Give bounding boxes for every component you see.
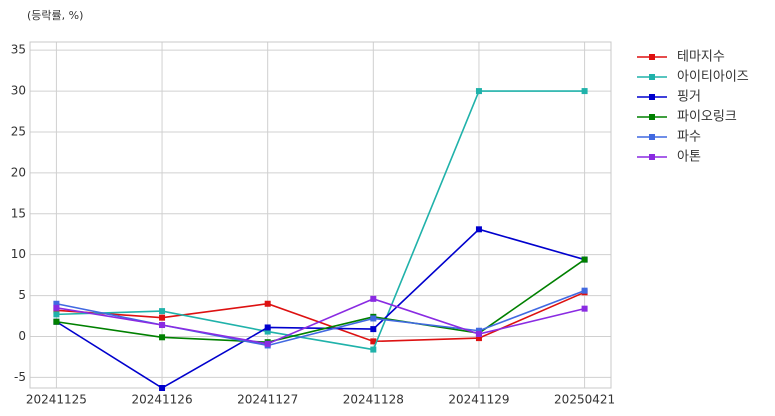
- point-marker: [159, 308, 166, 315]
- y-tick-label: 0: [18, 329, 26, 343]
- point-marker: [581, 256, 588, 263]
- point-marker: [475, 226, 482, 233]
- y-tick-label: 5: [18, 288, 26, 302]
- point-marker: [370, 326, 377, 333]
- legend-marker: [649, 134, 655, 140]
- x-tick-label: 20241129: [448, 393, 509, 407]
- series-line: [55, 228, 585, 389]
- point-marker: [264, 340, 271, 347]
- y-tick-label: 20: [11, 165, 26, 179]
- point-marker: [53, 300, 60, 307]
- y-tick-label: 30: [11, 84, 26, 98]
- y-tick-label: 15: [11, 206, 26, 220]
- point-marker: [264, 328, 271, 335]
- y-axis-label: (등락률, %): [27, 9, 83, 22]
- legend-marker: [649, 94, 655, 100]
- legend-label: 핑거: [677, 90, 701, 105]
- point-marker: [581, 88, 588, 95]
- legend-label: 아톤: [677, 150, 701, 165]
- point-marker: [370, 346, 377, 353]
- y-tick-label: -5: [14, 370, 26, 384]
- legend-marker: [649, 154, 655, 160]
- point-marker: [159, 322, 166, 329]
- y-tick-label: 25: [11, 124, 26, 138]
- point-marker: [264, 324, 271, 331]
- legend-label: 파수: [677, 130, 701, 145]
- series-line: [56, 297, 585, 345]
- point-marker: [475, 327, 482, 334]
- legend-marker: [649, 54, 655, 60]
- series-line: [56, 258, 586, 343]
- series-line: [56, 90, 585, 351]
- point-marker: [475, 88, 482, 95]
- x-tick-label: 20241127: [237, 393, 298, 407]
- x-tick-label: 20241128: [343, 393, 404, 407]
- point-marker: [370, 295, 377, 302]
- point-marker: [581, 305, 588, 312]
- legend-marker: [649, 74, 655, 80]
- point-marker: [370, 338, 377, 345]
- point-marker: [159, 334, 166, 341]
- legend-label: 아이티아이즈: [677, 70, 749, 85]
- legend-label: 파이오링크: [677, 110, 737, 125]
- x-tick-label: 20241125: [26, 393, 87, 407]
- point-marker: [370, 315, 377, 322]
- legend-label: 테마지수: [677, 50, 725, 65]
- point-marker: [159, 314, 166, 321]
- point-marker: [53, 311, 60, 318]
- x-tick-label: 20250421: [554, 393, 615, 407]
- point-marker: [264, 300, 271, 307]
- point-marker: [159, 385, 166, 391]
- point-marker: [53, 304, 60, 311]
- point-marker: [53, 318, 60, 325]
- point-marker: [475, 335, 482, 342]
- y-tick-label: 35: [11, 43, 26, 57]
- y-tick-label: 10: [11, 247, 26, 261]
- point-marker: [475, 331, 482, 338]
- legend-marker: [649, 114, 655, 120]
- plot-frame: [29, 41, 612, 389]
- point-marker: [581, 287, 588, 294]
- x-tick-label: 20241126: [132, 393, 193, 407]
